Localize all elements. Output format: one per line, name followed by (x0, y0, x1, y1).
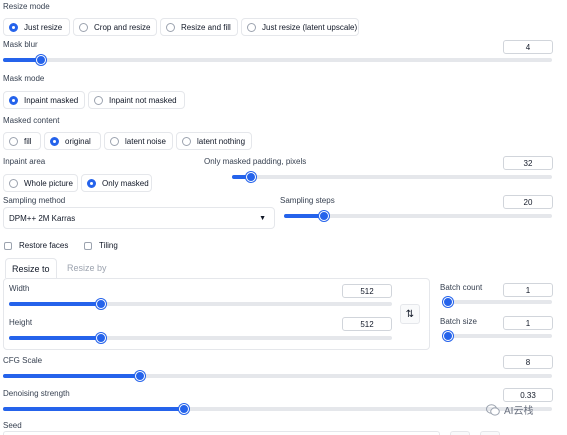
slider-fill (284, 214, 324, 218)
mask-mode-inpaint-masked[interactable]: Inpaint masked (3, 91, 85, 109)
swap-dimensions-button[interactable]: ⇅ (400, 304, 420, 324)
width-slider[interactable] (9, 299, 392, 309)
width-label: Width (9, 284, 30, 293)
only-masked-padding-slider[interactable] (232, 172, 552, 182)
radio-icon (9, 22, 18, 32)
radio-icon (182, 136, 191, 146)
radio-icon (79, 22, 88, 32)
only-masked-padding-label: Only masked padding, pixels (204, 157, 307, 166)
sampling-method-value: DPM++ 2M Karras (9, 213, 76, 223)
slider-fill (9, 336, 101, 340)
cfg-scale-slider[interactable] (3, 371, 552, 381)
masked-content-fill[interactable]: fill (3, 132, 41, 150)
slider-fill (9, 302, 101, 306)
slider-fill (3, 58, 41, 62)
radio-icon (166, 22, 175, 32)
sampling-method-dropdown[interactable]: DPM++ 2M Karras ▼ (3, 207, 275, 229)
slider-thumb[interactable] (36, 55, 46, 65)
slider-thumb[interactable] (135, 371, 145, 381)
resize-mode-latent-upscale[interactable]: Just resize (latent upscale) (241, 18, 359, 36)
wechat-icon (486, 403, 500, 416)
mask-blur-slider[interactable] (3, 55, 552, 65)
checkbox-icon (84, 241, 92, 250)
resize-mode-label: Resize mode (3, 2, 50, 11)
only-masked-padding-input[interactable]: 32 (503, 156, 553, 170)
batch-count-input[interactable]: 1 (503, 283, 553, 297)
masked-content-group: fill original latent noise latent nothin… (3, 132, 252, 150)
resize-mode-just-resize[interactable]: Just resize (3, 18, 70, 36)
resize-mode-group: Just resize Crop and resize Resize and f… (3, 18, 359, 36)
radio-icon (9, 136, 18, 146)
dropdown-caret-icon: ▼ (259, 214, 266, 222)
inpaint-area-group: Whole picture Only masked (3, 174, 152, 192)
height-slider[interactable] (9, 333, 392, 343)
slider-fill (3, 374, 140, 378)
sampling-method-label: Sampling method (3, 196, 66, 205)
slider-thumb[interactable] (179, 404, 189, 414)
height-label: Height (9, 318, 33, 327)
slider-thumb[interactable] (96, 299, 106, 309)
watermark: AI云栈 (486, 402, 533, 417)
inpaint-area-label: Inpaint area (3, 157, 46, 166)
slider-thumb[interactable] (443, 297, 453, 307)
slider-thumb[interactable] (319, 211, 329, 221)
sampling-steps-slider[interactable] (284, 211, 552, 221)
resize-mode-resize-and-fill[interactable]: Resize and fill (160, 18, 238, 36)
tiling-checkbox[interactable]: Tiling (84, 241, 118, 250)
cfg-scale-input[interactable]: 8 (503, 355, 553, 369)
masked-content-original[interactable]: original (44, 132, 101, 150)
radio-icon (94, 95, 103, 105)
tab-resize-by[interactable]: Resize by (67, 263, 107, 273)
radio-icon (87, 178, 96, 188)
reuse-seed-button[interactable] (480, 431, 500, 435)
seed-label: Seed (3, 421, 22, 430)
masked-content-latent-nothing[interactable]: latent nothing (176, 132, 252, 150)
cfg-scale-label: CFG Scale (3, 356, 43, 365)
slider-thumb[interactable] (96, 333, 106, 343)
mask-mode-label: Mask mode (3, 74, 45, 83)
resize-mode-crop-and-resize[interactable]: Crop and resize (73, 18, 157, 36)
tab-resize-to[interactable]: Resize to (5, 258, 57, 278)
mask-blur-label: Mask blur (3, 40, 38, 49)
radio-icon (110, 136, 119, 146)
swap-vertical-icon: ⇅ (405, 308, 415, 320)
sampling-steps-input[interactable]: 20 (503, 195, 553, 209)
mask-blur-input[interactable]: 4 (503, 40, 553, 54)
slider-fill (232, 175, 251, 179)
restore-faces-checkbox[interactable]: Restore faces (4, 241, 68, 250)
masked-content-label: Masked content (3, 116, 60, 125)
batch-count-label: Batch count (440, 283, 483, 292)
batch-count-slider[interactable] (443, 297, 552, 307)
batch-size-label: Batch size (440, 317, 477, 326)
watermark-text: AI云栈 (504, 406, 534, 417)
mask-mode-group: Inpaint masked Inpaint not masked (3, 91, 185, 109)
batch-size-input[interactable]: 1 (503, 316, 553, 330)
radio-icon (247, 22, 256, 32)
radio-icon (50, 136, 59, 146)
denoising-strength-slider[interactable] (3, 404, 552, 414)
radio-icon (9, 178, 18, 188)
denoising-strength-input[interactable]: 0.33 (503, 388, 553, 402)
batch-size-slider[interactable] (443, 331, 552, 341)
masked-content-latent-noise[interactable]: latent noise (104, 132, 173, 150)
width-input[interactable]: 512 (342, 284, 392, 298)
checkbox-icon (4, 241, 12, 250)
slider-thumb[interactable] (443, 331, 453, 341)
sampling-steps-label: Sampling steps (280, 196, 335, 205)
seed-input[interactable] (3, 431, 440, 435)
slider-thumb[interactable] (246, 172, 256, 182)
random-seed-button[interactable] (450, 431, 470, 435)
denoising-strength-label: Denoising strength (3, 389, 70, 398)
mask-mode-inpaint-not-masked[interactable]: Inpaint not masked (88, 91, 185, 109)
radio-icon (9, 95, 18, 105)
inpaint-area-whole-picture[interactable]: Whole picture (3, 174, 78, 192)
slider-fill (3, 407, 184, 411)
inpaint-area-only-masked[interactable]: Only masked (81, 174, 152, 192)
height-input[interactable]: 512 (342, 317, 392, 331)
